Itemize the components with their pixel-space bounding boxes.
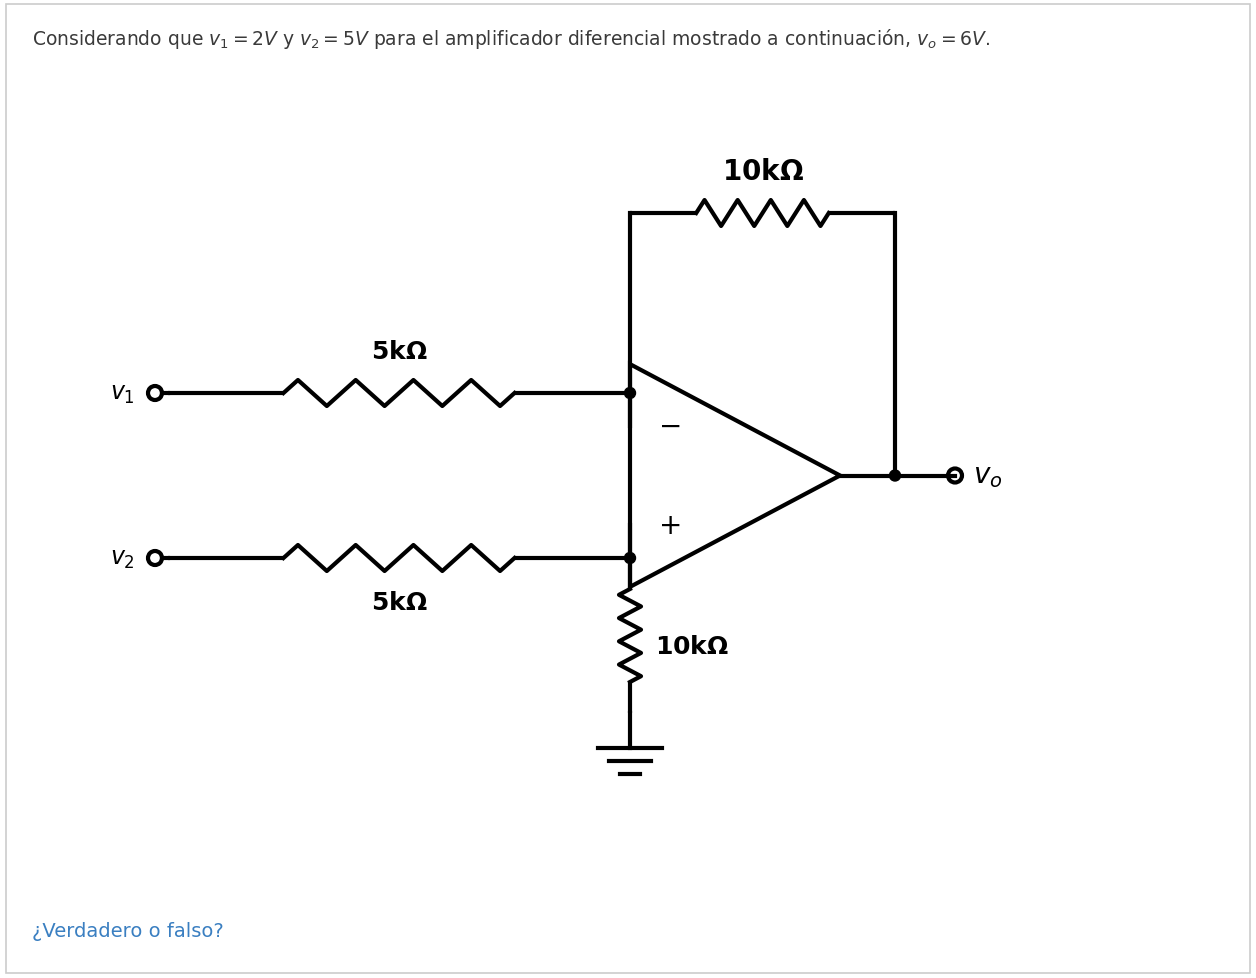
Text: $\mathbf{10k\Omega}$: $\mathbf{10k\Omega}$ — [654, 634, 728, 658]
Text: $v_2$: $v_2$ — [111, 547, 134, 570]
Text: $\mathbf{5k\Omega}$: $\mathbf{5k\Omega}$ — [371, 591, 427, 614]
Text: $v_1$: $v_1$ — [111, 381, 134, 406]
Text: $+$: $+$ — [658, 511, 681, 539]
Text: ¿Verdadero o falso?: ¿Verdadero o falso? — [31, 921, 224, 940]
Circle shape — [624, 553, 636, 564]
Text: $\mathbf{10k\Omega}$: $\mathbf{10k\Omega}$ — [721, 157, 804, 186]
Text: $-$: $-$ — [658, 411, 681, 439]
Text: Considerando que $v_1 = 2V$ y $v_2 = 5V$ para el amplificador diferencial mostra: Considerando que $v_1 = 2V$ y $v_2 = 5V$… — [31, 27, 990, 51]
Circle shape — [624, 388, 636, 399]
Text: $\mathbf{5k\Omega}$: $\mathbf{5k\Omega}$ — [371, 339, 427, 364]
Circle shape — [889, 470, 901, 481]
Text: $v_o$: $v_o$ — [973, 462, 1002, 490]
